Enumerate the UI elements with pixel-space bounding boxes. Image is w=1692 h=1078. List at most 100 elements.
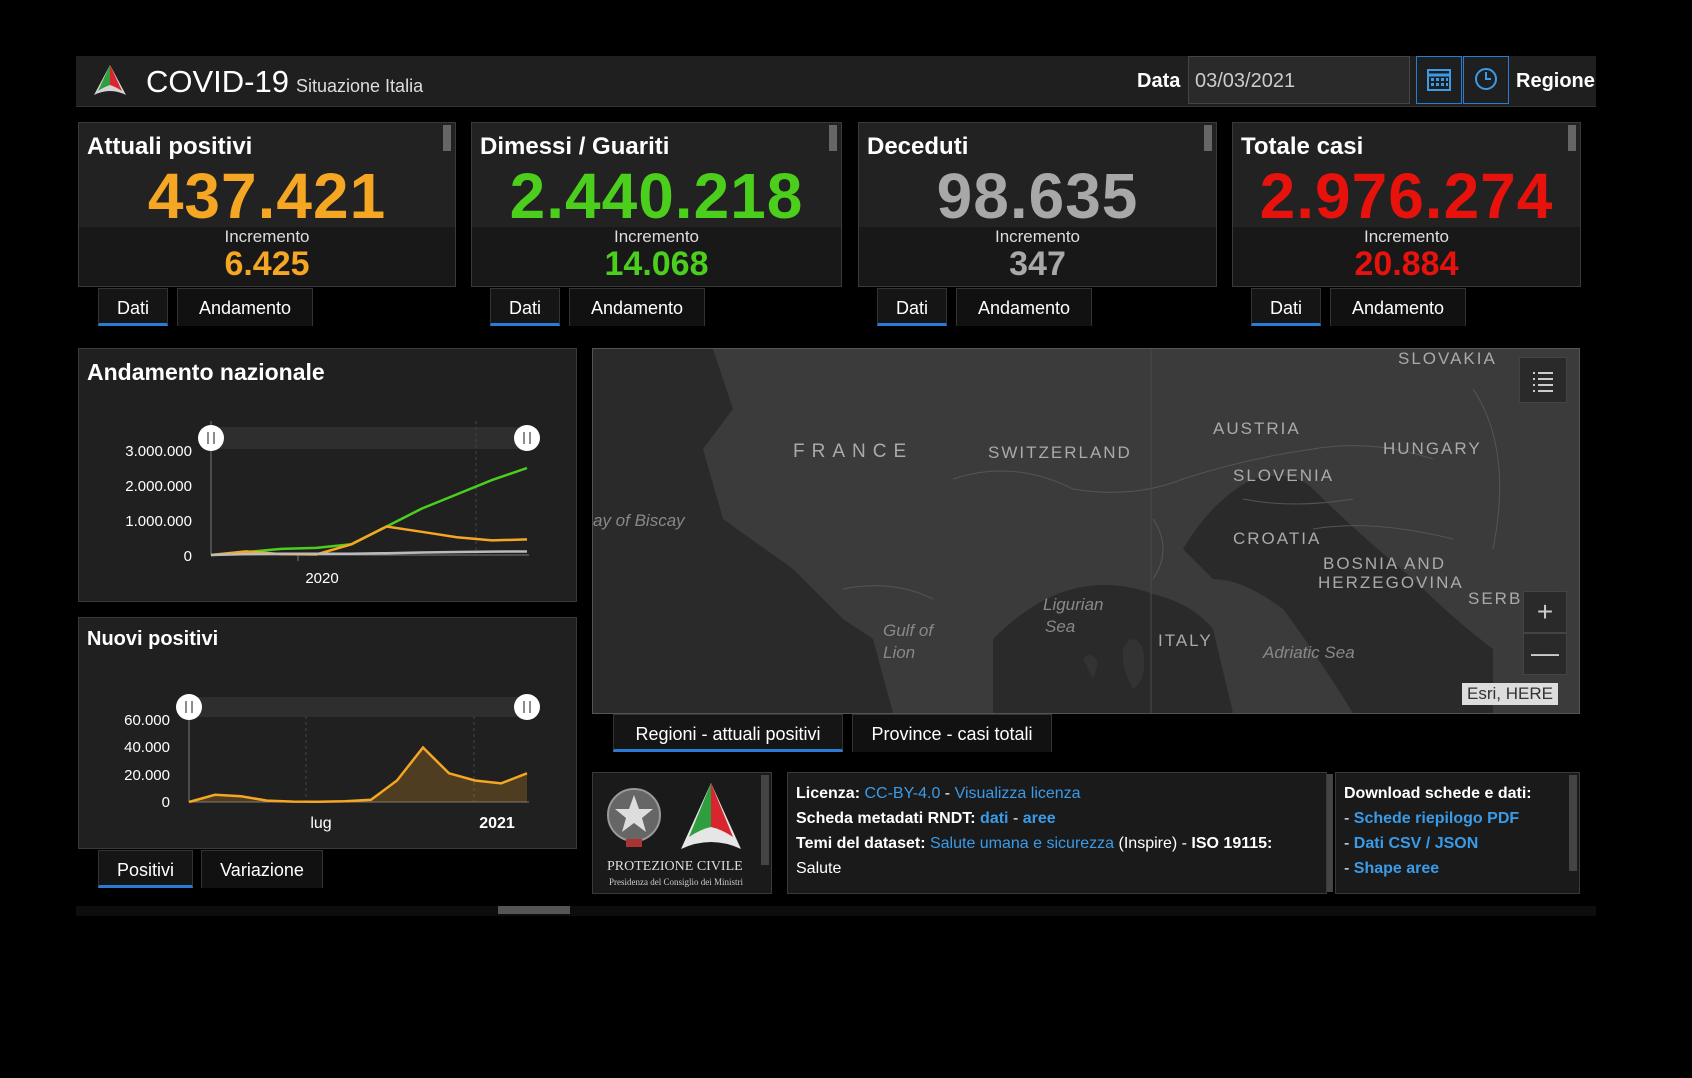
kpi-title: Dimessi / Guariti [480,133,670,160]
tab-andamento[interactable]: Andamento [1330,288,1466,326]
series-line-2 [210,550,528,557]
themes-link[interactable]: Salute umana e sicurezza [929,835,1115,852]
themes-inspire: (Inspire) - [1114,835,1192,852]
scrollbar[interactable] [1568,125,1576,151]
download-item: - Shape aree [1344,860,1440,877]
range-track [211,427,527,449]
y-tick-label: 20.000 [124,767,170,784]
logo-line-1: PROTEZIONE CIVILE [607,859,743,874]
kpi-title: Attuali positivi [87,133,253,160]
license-label: Licenza: [796,785,861,802]
downloads-panel: Download schede e dati: - Schede riepilo… [1335,772,1580,894]
scrollbar[interactable] [1327,774,1333,892]
protezione-civile-logo [94,65,126,95]
scrollbar[interactable] [443,125,451,151]
kpi-value: 98.635 [936,160,1139,232]
zoom-in-button[interactable]: + [1523,591,1567,633]
download-csv-link[interactable]: Dati CSV / JSON [1353,835,1479,852]
kpi-attuali-positivi: Attuali positivi 437.421 Incremento 6.42… [78,122,456,287]
x-tick-label: 2021 [479,815,515,832]
download-item: - Schede riepilogo PDF [1344,810,1520,827]
region-label: Regione [1516,70,1595,92]
kpi-tabs-deceduti: Dati Andamento [877,288,1177,328]
tab-dati[interactable]: Dati [98,288,168,326]
y-tick-label: 2.000.000 [125,478,192,495]
range-handle-left[interactable] [176,694,202,720]
rndt-areas-link[interactable]: aree [1022,810,1056,827]
map-label-italy: ITALY [1158,631,1213,650]
tab-andamento[interactable]: Andamento [956,288,1092,326]
time-button[interactable] [1463,56,1509,104]
kpi-value: 2.976.274 [1259,160,1554,232]
map-sea-adriatic: Adriatic Sea [1263,643,1355,662]
y-tick-label: 60.000 [124,712,170,729]
series-line-0 [188,745,528,804]
iso-label: ISO 19115: [1191,835,1273,852]
calendar-button[interactable] [1416,56,1462,104]
scrollbar-thumb[interactable] [498,906,570,914]
y-tick-label: 0 [162,794,170,811]
kpi-title: Deceduti [867,133,969,160]
kpi-increment-value: 14.068 [604,245,709,283]
new-positives-panel: Nuovi positivi 60.000 40.000 20.000 0 lu… [78,617,577,849]
y-tick-label: 40.000 [124,739,170,756]
dataset-info-panel: Licenza: CC-BY-4.0 - Visualizza licenza … [787,772,1327,894]
scrollbar[interactable] [1204,125,1212,151]
kpi-increment-label: Incremento [1363,227,1450,246]
range-handle-right[interactable] [514,425,540,451]
map-label-hungary: HUNGARY [1383,439,1482,458]
map-label-slovenia: SLOVENIA [1233,466,1335,485]
national-trend-chart[interactable]: 3.000.000 2.000.000 1.000.000 0 2020 [79,349,576,601]
italian-republic-emblem-icon [607,788,661,847]
y-tick-label: 3.000.000 [125,443,192,460]
new-positives-tabs: Positivi Variazione [98,850,398,890]
y-tick-label: 0 [184,548,192,565]
rndt-data-link[interactable]: dati [980,810,1009,827]
series-area [189,747,527,802]
download-pdf-link[interactable]: Schede riepilogo PDF [1353,810,1520,827]
zoom-out-button[interactable]: — [1523,633,1567,675]
tab-regioni[interactable]: Regioni - attuali positivi [613,714,843,752]
kpi-increment-label: Incremento [613,227,700,246]
kpi-increment-label: Incremento [224,227,310,246]
scrollbar[interactable] [1569,775,1577,871]
horizontal-scrollbar[interactable] [76,906,1596,916]
map-attribution: Esri, HERE [1462,683,1558,705]
legend-button[interactable] [1519,357,1567,403]
map-sea-ligurian-2: Sea [1045,617,1076,636]
map-label-austria: AUSTRIA [1213,419,1301,438]
protezione-civile-logo [681,783,741,849]
kpi-increment-value: 347 [1009,245,1066,283]
new-positives-title: Nuovi positivi [87,628,219,650]
download-shape-link[interactable]: Shape aree [1353,860,1440,877]
range-handle-left[interactable] [198,425,224,451]
national-trend-title: Andamento nazionale [87,359,325,385]
x-tick-label: lug [310,815,331,832]
scrollbar[interactable] [761,775,769,865]
scrollbar[interactable] [829,125,837,151]
map-label-france: FRANCE [793,441,914,462]
rndt-label: Scheda metadati RNDT: [796,810,976,827]
tab-dati[interactable]: Dati [877,288,947,326]
kpi-tabs-guariti: Dati Andamento [490,288,790,328]
tab-andamento[interactable]: Andamento [569,288,705,326]
tab-province[interactable]: Province - casi totali [852,714,1052,752]
tab-dati[interactable]: Dati [1251,288,1321,326]
kpi-increment-value: 6.425 [224,245,310,283]
tab-positivi[interactable]: Positivi [98,850,193,888]
tab-variazione[interactable]: Variazione [201,850,323,888]
date-input[interactable]: 03/03/2021 [1188,56,1410,104]
new-positives-chart[interactable]: 60.000 40.000 20.000 0 lug 2021 [79,618,576,848]
plus-icon: + [1536,596,1554,627]
tab-andamento[interactable]: Andamento [177,288,313,326]
view-license-link[interactable]: Visualizza licenza [954,785,1081,802]
downloads-title: Download schede e dati: [1344,785,1532,802]
license-value-link[interactable]: CC-BY-4.0 [864,785,941,802]
map-label-switzerland: SWITZERLAND [988,443,1132,462]
tab-dati[interactable]: Dati [490,288,560,326]
map-basemap [593,349,1579,713]
kpi-dimessi-guariti: Dimessi / Guariti 2.440.218 Incremento 1… [471,122,842,287]
range-handle-right[interactable] [514,694,540,720]
map-view[interactable]: FRANCE SWITZERLAND AUSTRIA HUNGARY SLOVA… [592,348,1580,714]
app-subtitle: Situazione Italia [296,76,424,96]
